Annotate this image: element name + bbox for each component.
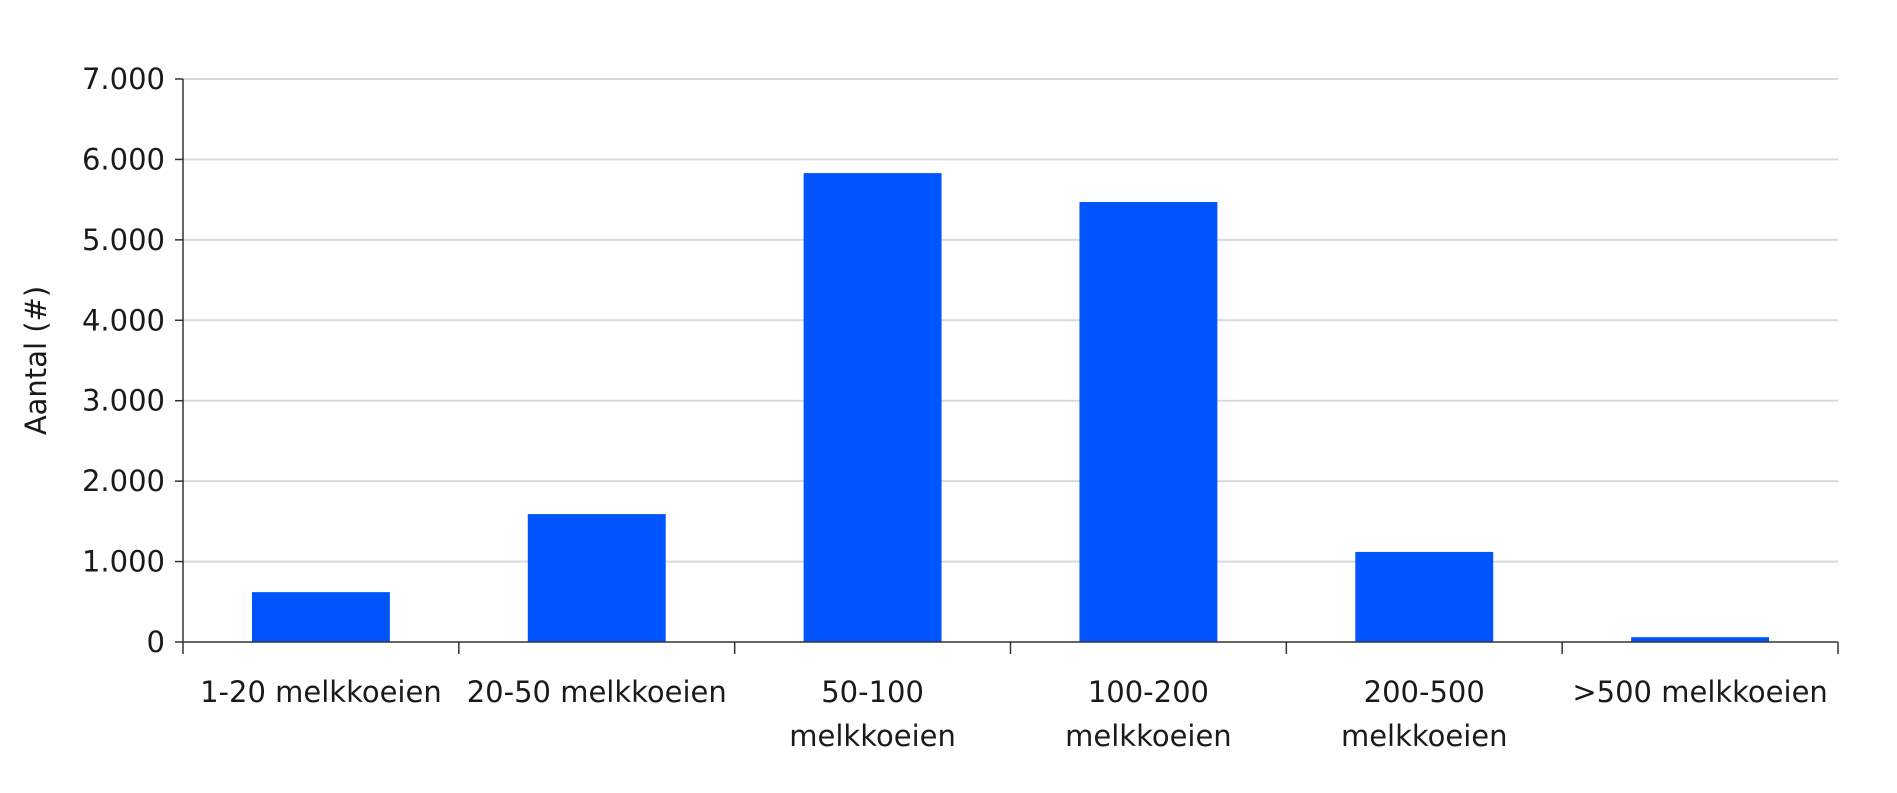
x-category-label-line: >500 melkkoeien <box>1572 675 1827 709</box>
x-category-label: 20-50 melkkoeien <box>467 675 727 709</box>
x-category-label: 200-500 melkkoeien <box>1341 675 1508 753</box>
y-tick-label: 6.000 <box>82 142 165 176</box>
x-category-label: 1-20 melkkoeien <box>200 675 442 709</box>
y-axis-title: Aantal (#) <box>19 286 53 435</box>
bars <box>251 173 1770 642</box>
axes <box>182 79 1839 654</box>
x-category-label: >500 melkkoeien <box>1572 675 1827 709</box>
bar <box>251 592 390 642</box>
y-tick-label: 5.000 <box>82 223 165 257</box>
y-tick-label: 1.000 <box>82 545 165 579</box>
x-category-label: 100-200 melkkoeien <box>1065 675 1232 753</box>
x-category-label-line: melkkoeien <box>789 719 956 753</box>
x-category-label: 50-100 melkkoeien <box>789 675 956 753</box>
x-category-label-line: 200-500 <box>1364 675 1485 709</box>
x-category-label-line: melkkoeien <box>1065 719 1232 753</box>
y-tick-label: 0 <box>147 625 165 659</box>
x-category-labels: 1-20 melkkoeien 20-50 melkkoeien 50-100 mel… <box>200 675 1828 753</box>
x-category-label-line: 1-20 melkkoeien <box>200 675 442 709</box>
x-category-label-line: melkkoeien <box>1341 719 1508 753</box>
y-tick-label: 2.000 <box>82 464 165 498</box>
x-category-label-line: 20-50 melkkoeien <box>467 675 727 709</box>
bar <box>1079 202 1218 642</box>
bar <box>1631 637 1770 642</box>
y-tick-label: 3.000 <box>82 384 165 418</box>
gridlines <box>175 78 1838 643</box>
x-category-label-line: 100-200 <box>1088 675 1209 709</box>
x-category-label-line: 50-100 <box>821 675 924 709</box>
y-tick-label: 4.000 <box>82 303 165 337</box>
y-tick-label: 7.000 <box>82 62 165 96</box>
bar <box>803 173 942 642</box>
bar <box>1355 551 1494 642</box>
bar <box>527 514 666 642</box>
y-tick-labels: 0 1.000 2.000 3.000 4.000 5.000 6.000 7.000 <box>82 62 165 659</box>
